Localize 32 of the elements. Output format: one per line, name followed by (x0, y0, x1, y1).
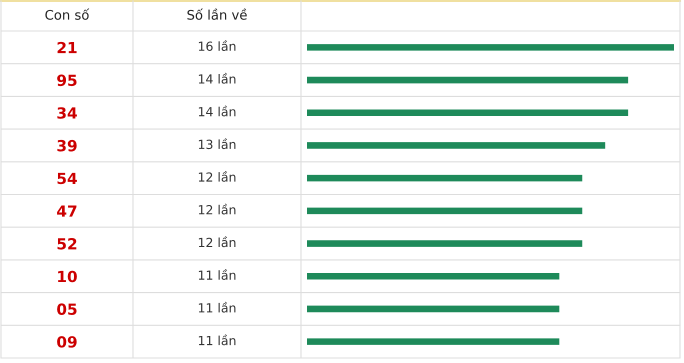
y-tick-label: 09 (57, 336, 77, 348)
y-tick-label: 54 (58, 172, 77, 184)
y-tick-label: 10 (58, 270, 77, 282)
data-label: 14 lần (198, 106, 236, 116)
bar (307, 208, 582, 214)
bar (307, 109, 628, 116)
bar (307, 240, 582, 247)
y-tick-label: 95 (57, 74, 77, 86)
y-tick-label: 39 (57, 140, 77, 152)
bar (307, 306, 560, 312)
bar (307, 174, 582, 182)
y-tick-label: 34 (57, 107, 77, 119)
text: Con số (45, 8, 90, 20)
data-label: 11 lần (198, 302, 236, 313)
data-label: 12 lần (198, 236, 236, 248)
data-label: 12 lần (198, 171, 236, 182)
y-tick-label: 52 (58, 238, 76, 250)
bar (307, 338, 560, 345)
text: Số lần về (187, 8, 247, 20)
y-tick-label: 05 (57, 303, 77, 315)
data-label: 11 lần (198, 334, 236, 346)
data-label: 11 lần (198, 269, 236, 280)
bar (307, 44, 674, 51)
bar (307, 76, 628, 84)
data-label: 16 lần (198, 40, 236, 51)
data-label: 13 lần (198, 138, 236, 150)
bar (307, 272, 560, 280)
bar (307, 142, 606, 149)
data-label: 14 lần (198, 72, 236, 84)
y-tick-label: 47 (57, 206, 76, 217)
y-tick-label: 21 (58, 42, 77, 54)
data-label: 12 lần (198, 204, 236, 214)
